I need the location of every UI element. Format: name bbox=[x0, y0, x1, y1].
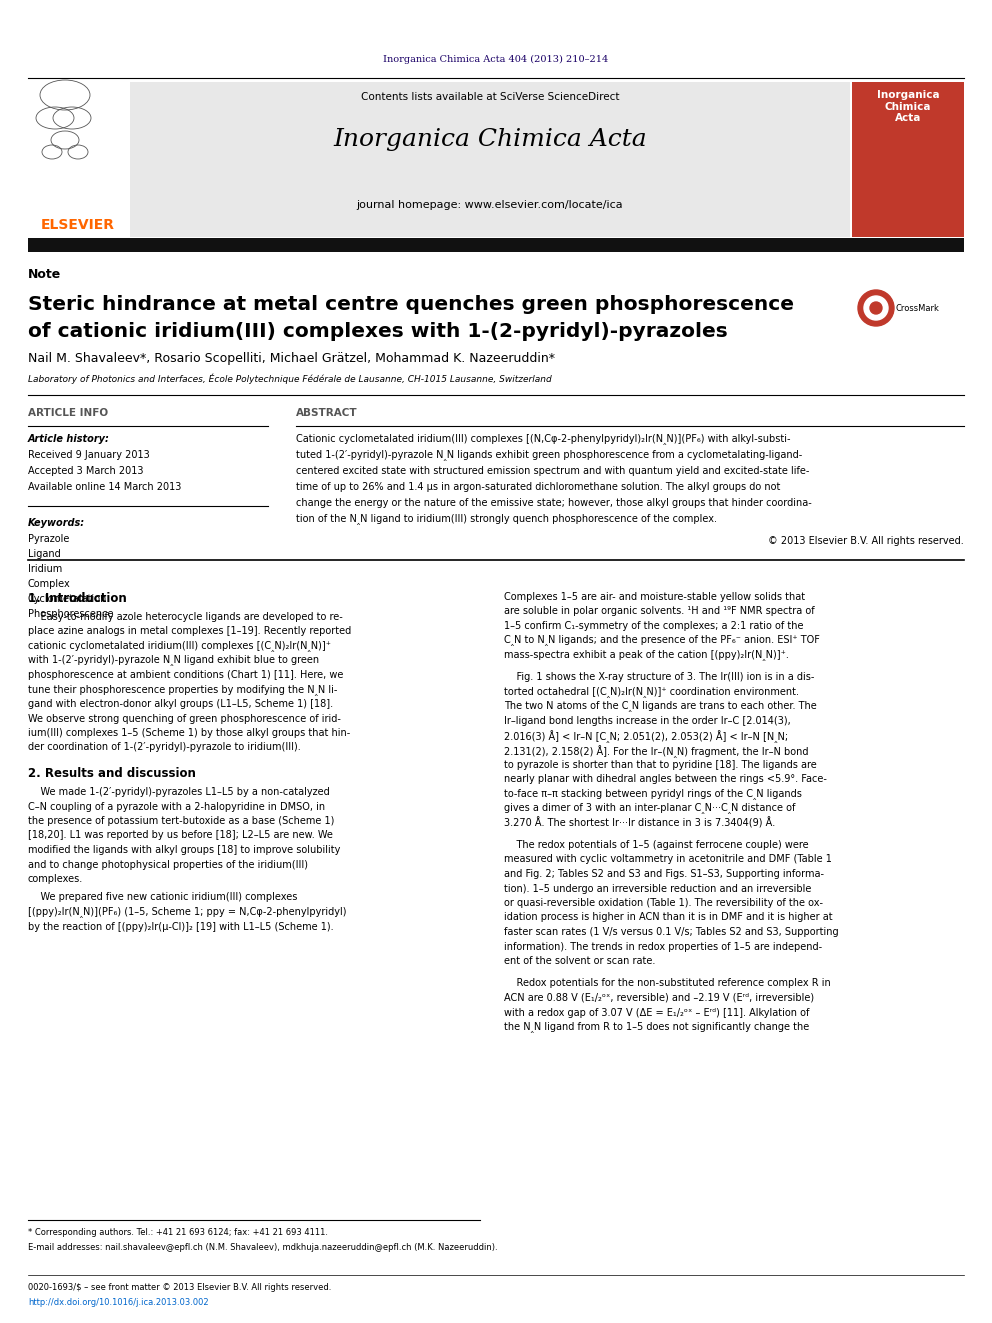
Circle shape bbox=[864, 296, 888, 320]
Text: Cationic cyclometalated iridium(III) complexes [(N,Cφ-2-phenylpyridyl)₂Ir(N‸N)](: Cationic cyclometalated iridium(III) com… bbox=[296, 434, 791, 445]
Text: ELSEVIER: ELSEVIER bbox=[41, 218, 115, 232]
Text: Ir–ligand bond lengths increase in the order Ir–C [2.014(3),: Ir–ligand bond lengths increase in the o… bbox=[504, 716, 791, 726]
Circle shape bbox=[870, 302, 882, 314]
Bar bbox=[28, 238, 964, 251]
Text: 0020-1693/$ – see front matter © 2013 Elsevier B.V. All rights reserved.: 0020-1693/$ – see front matter © 2013 El… bbox=[28, 1283, 331, 1293]
Text: tuted 1-(2′-pyridyl)-pyrazole N‸N ligands exhibit green phosphorescence from a c: tuted 1-(2′-pyridyl)-pyrazole N‸N ligand… bbox=[296, 450, 803, 460]
Text: measured with cyclic voltammetry in acetonitrile and DMF (Table 1: measured with cyclic voltammetry in acet… bbox=[504, 855, 832, 864]
Text: or quasi-reversible oxidation (Table 1). The reversibility of the ox-: or quasi-reversible oxidation (Table 1).… bbox=[504, 898, 823, 908]
Text: Easy-to-modify azole heterocycle ligands are developed to re-: Easy-to-modify azole heterocycle ligands… bbox=[28, 613, 343, 622]
Text: cationic cyclometalated iridium(III) complexes [(C‸N)₂Ir(N‸N)]⁺: cationic cyclometalated iridium(III) com… bbox=[28, 642, 331, 652]
Text: [(ppy)₂Ir(N‸N)](PF₆) (1–5, Scheme 1; ppy = N,Cφ-2-phenylpyridyl): [(ppy)₂Ir(N‸N)](PF₆) (1–5, Scheme 1; ppy… bbox=[28, 908, 346, 918]
Text: gives a dimer of 3 with an inter-planar C‸N···C‸N distance of: gives a dimer of 3 with an inter-planar … bbox=[504, 803, 796, 814]
Text: 1–5 confirm C₁-symmetry of the complexes; a 2:1 ratio of the: 1–5 confirm C₁-symmetry of the complexes… bbox=[504, 620, 804, 631]
Text: the N‸N ligand from R to 1–5 does not significantly change the: the N‸N ligand from R to 1–5 does not si… bbox=[504, 1021, 809, 1033]
Text: Inorganica Chimica Acta: Inorganica Chimica Acta bbox=[333, 128, 647, 151]
Text: * Corresponding authors. Tel.: +41 21 693 6124; fax: +41 21 693 4111.: * Corresponding authors. Tel.: +41 21 69… bbox=[28, 1228, 328, 1237]
Text: C‸N to N‸N ligands; and the presence of the PF₆⁻ anion. ESI⁺ TOF: C‸N to N‸N ligands; and the presence of … bbox=[504, 635, 819, 647]
Text: faster scan rates (1 V/s versus 0.1 V/s; Tables S2 and S3, Supporting: faster scan rates (1 V/s versus 0.1 V/s;… bbox=[504, 927, 838, 937]
Text: ACN are 0.88 V (E₁/₂ᵒˣ, reversible) and –2.19 V (Eʳᵈ, irreversible): ACN are 0.88 V (E₁/₂ᵒˣ, reversible) and … bbox=[504, 994, 814, 1003]
Text: place azine analogs in metal complexes [1–19]. Recently reported: place azine analogs in metal complexes [… bbox=[28, 627, 351, 636]
Text: to-face π–π stacking between pyridyl rings of the C‸N ligands: to-face π–π stacking between pyridyl rin… bbox=[504, 789, 802, 799]
Text: Article history:: Article history: bbox=[28, 434, 110, 445]
Text: Laboratory of Photonics and Interfaces, École Polytechnique Fédérale de Lausanne: Laboratory of Photonics and Interfaces, … bbox=[28, 374, 552, 385]
Text: We observe strong quenching of green phosphorescence of irid-: We observe strong quenching of green pho… bbox=[28, 713, 341, 724]
Text: 2. Results and discussion: 2. Results and discussion bbox=[28, 767, 195, 781]
Text: http://dx.doi.org/10.1016/j.ica.2013.03.002: http://dx.doi.org/10.1016/j.ica.2013.03.… bbox=[28, 1298, 208, 1307]
Text: modified the ligands with alkyl groups [18] to improve solubility: modified the ligands with alkyl groups [… bbox=[28, 845, 340, 855]
Text: ARTICLE INFO: ARTICLE INFO bbox=[28, 407, 108, 418]
Text: 2.016(3) Å] < Ir–N [C‸N; 2.051(2), 2.053(2) Å] < Ir–N [N‸N;: 2.016(3) Å] < Ir–N [C‸N; 2.051(2), 2.053… bbox=[504, 730, 788, 744]
Text: 2.131(2), 2.158(2) Å]. For the Ir–(N‸N) fragment, the Ir–N bond: 2.131(2), 2.158(2) Å]. For the Ir–(N‸N) … bbox=[504, 745, 808, 758]
Text: of cationic iridium(III) complexes with 1-(2-pyridyl)-pyrazoles: of cationic iridium(III) complexes with … bbox=[28, 321, 728, 341]
Text: Pyrazole: Pyrazole bbox=[28, 534, 69, 544]
Text: and to change photophysical properties of the iridium(III): and to change photophysical properties o… bbox=[28, 860, 308, 869]
Text: The redox potentials of 1–5 (against ferrocene couple) were: The redox potentials of 1–5 (against fer… bbox=[504, 840, 808, 849]
Bar bbox=[852, 82, 964, 237]
Text: gand with electron-donor alkyl groups (L1–L5, Scheme 1) [18].: gand with electron-donor alkyl groups (L… bbox=[28, 699, 333, 709]
Text: Iridium: Iridium bbox=[28, 564, 62, 574]
Text: 1. Introduction: 1. Introduction bbox=[28, 591, 127, 605]
Text: with 1-(2′-pyridyl)-pyrazole N‸N ligand exhibit blue to green: with 1-(2′-pyridyl)-pyrazole N‸N ligand … bbox=[28, 655, 319, 667]
Text: with a redox gap of 3.07 V (ΔE = E₁/₂ᵒˣ – Eʳᵈ) [11]. Alkylation of: with a redox gap of 3.07 V (ΔE = E₁/₂ᵒˣ … bbox=[504, 1008, 809, 1017]
Text: 3.270 Å. The shortest Ir···Ir distance in 3 is 7.3404(9) Å.: 3.270 Å. The shortest Ir···Ir distance i… bbox=[504, 818, 776, 830]
Text: ium(III) complexes 1–5 (Scheme 1) by those alkyl groups that hin-: ium(III) complexes 1–5 (Scheme 1) by tho… bbox=[28, 728, 350, 738]
Text: journal homepage: www.elsevier.com/locate/ica: journal homepage: www.elsevier.com/locat… bbox=[357, 200, 623, 210]
Bar bbox=[28, 82, 128, 212]
Text: Complex: Complex bbox=[28, 579, 70, 589]
Text: C–N coupling of a pyrazole with a 2-halopyridine in DMSO, in: C–N coupling of a pyrazole with a 2-halo… bbox=[28, 802, 325, 811]
Text: tion of the N‸N ligand to iridium(III) strongly quench phosphorescence of the co: tion of the N‸N ligand to iridium(III) s… bbox=[296, 515, 717, 525]
Text: centered excited state with structured emission spectrum and with quantum yield : centered excited state with structured e… bbox=[296, 466, 809, 476]
Text: to pyrazole is shorter than that to pyridine [18]. The ligands are: to pyrazole is shorter than that to pyri… bbox=[504, 759, 816, 770]
Text: © 2013 Elsevier B.V. All rights reserved.: © 2013 Elsevier B.V. All rights reserved… bbox=[768, 536, 964, 546]
Text: E-mail addresses: nail.shavaleev@epfl.ch (N.M. Shavaleev), mdkhuja.nazeeruddin@e: E-mail addresses: nail.shavaleev@epfl.ch… bbox=[28, 1244, 498, 1252]
Text: Received 9 January 2013: Received 9 January 2013 bbox=[28, 450, 150, 460]
Text: information). The trends in redox properties of 1–5 are independ-: information). The trends in redox proper… bbox=[504, 942, 822, 951]
Text: Contents lists available at SciVerse ScienceDirect: Contents lists available at SciVerse Sci… bbox=[361, 93, 619, 102]
Text: ABSTRACT: ABSTRACT bbox=[296, 407, 358, 418]
Text: idation process is higher in ACN than it is in DMF and it is higher at: idation process is higher in ACN than it… bbox=[504, 913, 832, 922]
Text: nearly planar with dihedral angles between the rings <5.9°. Face-: nearly planar with dihedral angles betwe… bbox=[504, 774, 827, 785]
Text: change the energy or the nature of the emissive state; however, those alkyl grou: change the energy or the nature of the e… bbox=[296, 497, 811, 508]
Text: Accepted 3 March 2013: Accepted 3 March 2013 bbox=[28, 466, 144, 476]
Text: are soluble in polar organic solvents. ¹H and ¹⁹F NMR spectra of: are soluble in polar organic solvents. ¹… bbox=[504, 606, 814, 617]
Text: Phosphorescence: Phosphorescence bbox=[28, 609, 113, 619]
Text: and Fig. 2; Tables S2 and S3 and Figs. S1–S3, Supporting informa-: and Fig. 2; Tables S2 and S3 and Figs. S… bbox=[504, 869, 824, 878]
Text: the presence of potassium tert-butoxide as a base (Scheme 1): the presence of potassium tert-butoxide … bbox=[28, 816, 334, 826]
Text: We made 1-(2′-pyridyl)-pyrazoles L1–L5 by a non-catalyzed: We made 1-(2′-pyridyl)-pyrazoles L1–L5 b… bbox=[28, 787, 329, 796]
Text: phosphorescence at ambient conditions (Chart 1) [11]. Here, we: phosphorescence at ambient conditions (C… bbox=[28, 669, 343, 680]
Text: Note: Note bbox=[28, 269, 62, 280]
Text: complexes.: complexes. bbox=[28, 875, 83, 884]
Text: Steric hindrance at metal centre quenches green phosphorescence: Steric hindrance at metal centre quenche… bbox=[28, 295, 794, 314]
Text: Ligand: Ligand bbox=[28, 549, 61, 560]
Text: Keywords:: Keywords: bbox=[28, 519, 85, 528]
Text: mass-spectra exhibit a peak of the cation [(ppy)₂Ir(N‸N)]⁺.: mass-spectra exhibit a peak of the catio… bbox=[504, 650, 789, 662]
Text: Available online 14 March 2013: Available online 14 March 2013 bbox=[28, 482, 182, 492]
Text: [18,20]. L1 was reported by us before [18]; L2–L5 are new. We: [18,20]. L1 was reported by us before [1… bbox=[28, 831, 333, 840]
Text: Redox potentials for the non-substituted reference complex R in: Redox potentials for the non-substituted… bbox=[504, 979, 830, 988]
Text: CrossMark: CrossMark bbox=[896, 304, 939, 314]
Text: der coordination of 1-(2′-pyridyl)-pyrazole to iridium(III).: der coordination of 1-(2′-pyridyl)-pyraz… bbox=[28, 742, 301, 753]
Text: The two N atoms of the C‸N ligands are trans to each other. The: The two N atoms of the C‸N ligands are t… bbox=[504, 701, 816, 713]
Text: torted octahedral [(C‸N)₂Ir(N‸N)]⁺ coordination environment.: torted octahedral [(C‸N)₂Ir(N‸N)]⁺ coord… bbox=[504, 687, 799, 699]
Text: tune their phosphorescence properties by modifying the N‸N li-: tune their phosphorescence properties by… bbox=[28, 684, 337, 696]
Text: time of up to 26% and 1.4 μs in argon-saturated dichloromethane solution. The al: time of up to 26% and 1.4 μs in argon-sa… bbox=[296, 482, 781, 492]
Text: Nail M. Shavaleev*, Rosario Scopelliti, Michael Grätzel, Mohammad K. Nazeeruddin: Nail M. Shavaleev*, Rosario Scopelliti, … bbox=[28, 352, 555, 365]
Bar bbox=[130, 82, 850, 237]
Text: Inorganica
Chimica
Acta: Inorganica Chimica Acta bbox=[877, 90, 939, 123]
Text: Fig. 1 shows the X-ray structure of 3. The Ir(III) ion is in a dis-: Fig. 1 shows the X-ray structure of 3. T… bbox=[504, 672, 814, 683]
Text: Cyclometalation: Cyclometalation bbox=[28, 594, 107, 605]
Text: We prepared five new cationic iridium(III) complexes: We prepared five new cationic iridium(II… bbox=[28, 893, 298, 902]
Text: ent of the solvent or scan rate.: ent of the solvent or scan rate. bbox=[504, 957, 656, 966]
Text: Inorganica Chimica Acta 404 (2013) 210–214: Inorganica Chimica Acta 404 (2013) 210–2… bbox=[383, 56, 609, 64]
Text: by the reaction of [(ppy)₂Ir(μ-Cl)]₂ [19] with L1–L5 (Scheme 1).: by the reaction of [(ppy)₂Ir(μ-Cl)]₂ [19… bbox=[28, 922, 333, 931]
Text: Complexes 1–5 are air- and moisture-stable yellow solids that: Complexes 1–5 are air- and moisture-stab… bbox=[504, 591, 806, 602]
Text: tion). 1–5 undergo an irreversible reduction and an irreversible: tion). 1–5 undergo an irreversible reduc… bbox=[504, 884, 811, 893]
Circle shape bbox=[858, 290, 894, 325]
